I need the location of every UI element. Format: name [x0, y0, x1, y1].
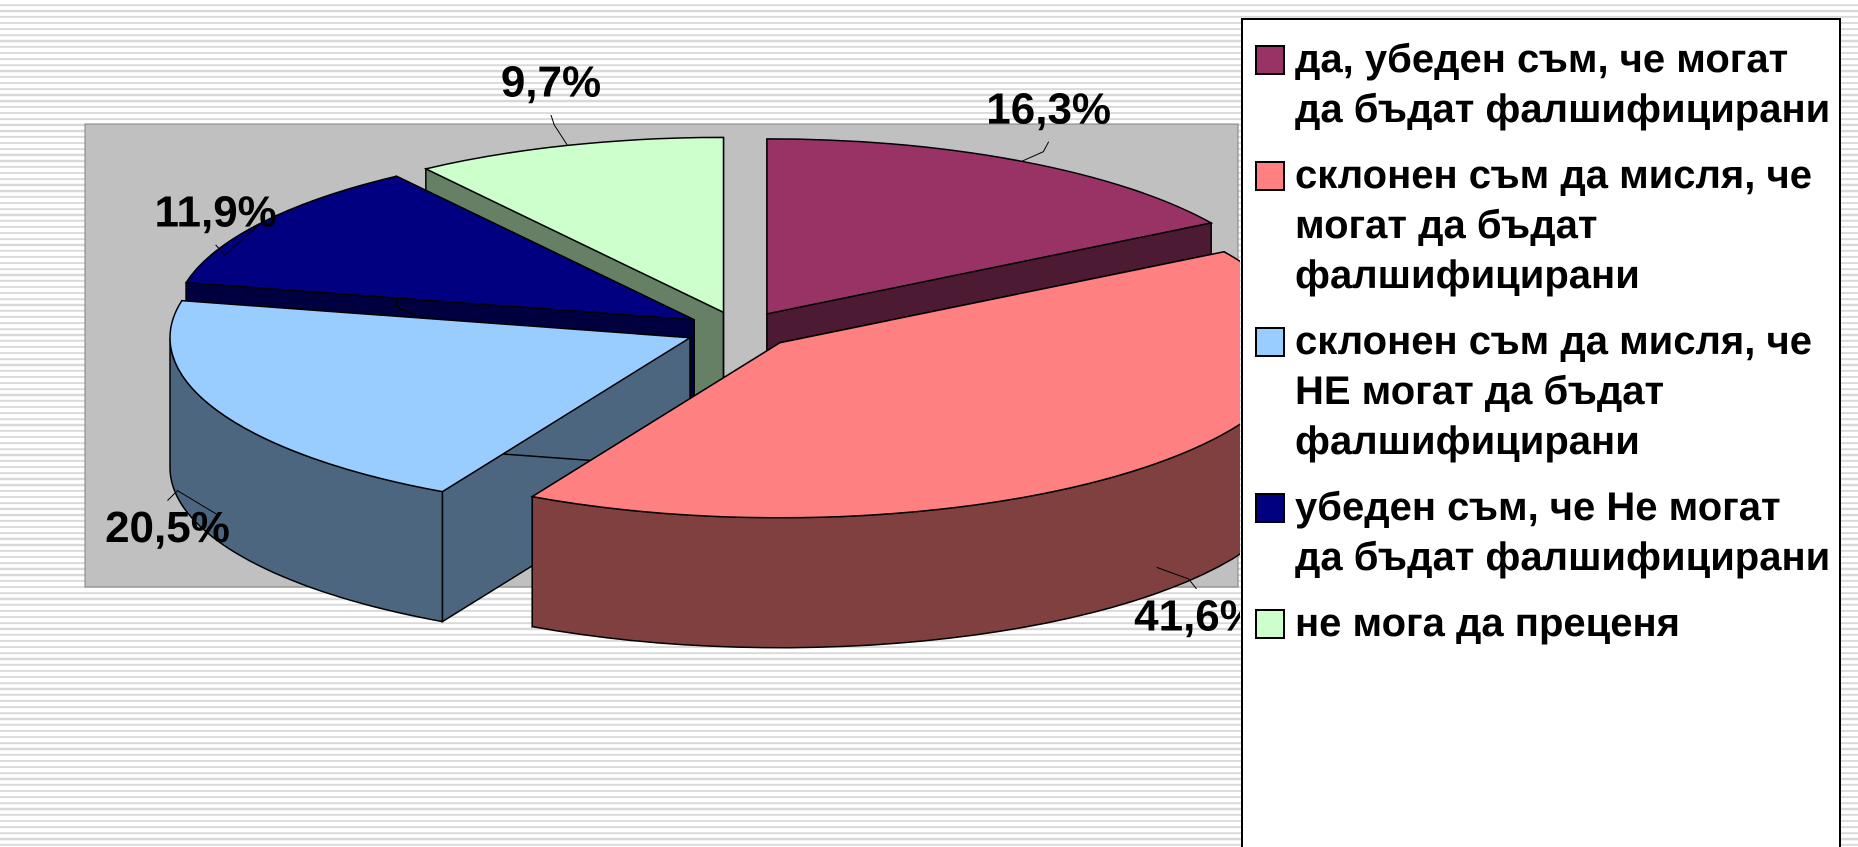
legend-item: склонен съм да мисля, че НЕ могат да бъд… [1255, 316, 1831, 466]
legend: да, убеден съм, че могат да бъдат фалшиф… [1241, 18, 1841, 847]
data-label: 16,3% [986, 84, 1111, 133]
data-label: 41,6% [1134, 592, 1240, 641]
slice-top [184, 175, 695, 321]
slice-top [423, 136, 725, 314]
slice-top [766, 138, 1214, 315]
legend-swatch [1255, 161, 1285, 191]
leader-line [550, 114, 568, 146]
legend-swatch [1255, 45, 1285, 75]
data-label: 9,7% [501, 58, 601, 107]
legend-label: не мога да преценя [1295, 601, 1680, 645]
slice-top [530, 250, 1240, 519]
leader-line [167, 489, 218, 516]
legend-item: да, убеден съм, че могат да бъдат фалшиф… [1255, 34, 1831, 134]
leader-line [1021, 141, 1050, 162]
chart: 16,3% 41,6% 20,5% 11,9% 9,7% [84, 58, 1240, 649]
pie-slice [530, 250, 1240, 649]
legend-swatch [1255, 493, 1285, 523]
legend-label: склонен съм да мисля, че НЕ могат да бъд… [1295, 319, 1812, 463]
legend-item: склонен съм да мисля, че могат да бъдат … [1255, 150, 1831, 300]
data-label: 20,5% [105, 503, 230, 552]
legend-item: не мога да преценя [1255, 598, 1831, 648]
legend-item: убеден съм, че Не могат да бъдат фалшифи… [1255, 482, 1831, 582]
leader-line [1156, 566, 1197, 590]
data-label: 11,9% [154, 187, 276, 236]
legend-label: склонен съм да мисля, че могат да бъдат … [1295, 153, 1812, 297]
leader-line [215, 222, 262, 256]
slice-top [169, 299, 693, 493]
legend-label: да, убеден съм, че могат да бъдат фалшиф… [1295, 37, 1831, 131]
pie-slice [169, 299, 693, 623]
legend-swatch [1255, 327, 1285, 357]
legend-swatch [1255, 609, 1285, 639]
legend-label: убеден съм, че Не могат да бъдат фалшифи… [1295, 485, 1831, 579]
